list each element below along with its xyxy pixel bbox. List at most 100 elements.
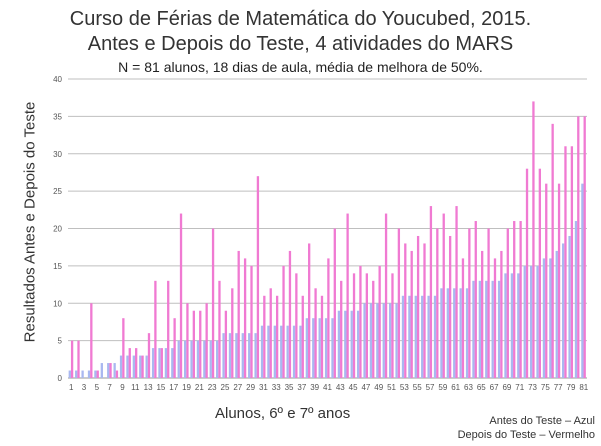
- bar-before-20: [190, 340, 193, 378]
- bar-after-62: [461, 258, 465, 378]
- bar-after-55: [416, 235, 420, 378]
- bar-after-40: [320, 295, 324, 378]
- bar-after-65: [481, 250, 484, 378]
- bar-before-49: [376, 303, 379, 378]
- x-tick-label: 1: [69, 383, 74, 392]
- bar-after-13: [147, 333, 151, 378]
- legend-after-test: Depois do Teste – Vermelho: [457, 429, 595, 441]
- bar-after-11: [135, 348, 138, 378]
- bar-before-12: [139, 355, 142, 378]
- x-tick-label: 71: [515, 383, 524, 392]
- bar-before-25: [222, 333, 225, 378]
- bar-before-44: [344, 310, 347, 378]
- bar-after-28: [243, 258, 247, 378]
- y-tick-label: 25: [53, 187, 62, 196]
- bar-after-52: [397, 228, 401, 378]
- bar-after-26: [231, 288, 234, 378]
- bar-after-41: [327, 258, 330, 378]
- bar-after-58: [436, 228, 439, 378]
- y-tick-label: 20: [53, 225, 62, 234]
- bar-before-23: [209, 340, 212, 378]
- bar-before-48: [369, 303, 373, 378]
- bar-before-78: [562, 243, 565, 378]
- bar-after-21: [199, 310, 202, 378]
- bar-after-44: [346, 213, 349, 378]
- x-tick-label: 25: [221, 383, 230, 392]
- bar-before-65: [478, 280, 482, 378]
- x-tick-label: 5: [95, 383, 100, 392]
- bar-before-2: [75, 370, 78, 378]
- y-axis-label: Resultados Antes e Depois do Teste: [21, 101, 39, 343]
- bar-before-42: [331, 318, 334, 378]
- bar-after-60: [448, 235, 452, 378]
- y-tick-label: 35: [53, 112, 62, 121]
- bar-before-27: [235, 333, 238, 378]
- bar-before-9: [119, 355, 123, 378]
- bar-before-7: [107, 363, 110, 378]
- bar-before-28: [241, 333, 244, 378]
- bar-before-67: [491, 280, 494, 378]
- bar-after-35: [288, 250, 292, 378]
- bar-after-64: [474, 221, 477, 378]
- bar-before-62: [459, 288, 462, 378]
- x-tick-label: 53: [400, 383, 409, 392]
- bar-before-33: [273, 325, 276, 378]
- bar-after-79: [570, 146, 574, 378]
- x-tick-label: 21: [195, 383, 204, 392]
- x-tick-label: 43: [336, 383, 345, 392]
- bar-after-14: [154, 280, 157, 378]
- x-tick-label: 33: [272, 383, 281, 392]
- bar-before-15: [158, 348, 161, 378]
- bar-after-63: [468, 228, 471, 378]
- bar-before-53: [401, 295, 405, 378]
- x-tick-label: 37: [297, 383, 306, 392]
- x-tick-label: 51: [387, 383, 396, 392]
- x-tick-label: 81: [579, 383, 588, 392]
- bar-after-47: [365, 273, 368, 378]
- bar-before-32: [267, 325, 270, 378]
- bar-after-25: [224, 310, 228, 378]
- bar-after-33: [275, 295, 279, 378]
- bar-before-52: [395, 303, 398, 378]
- x-axis-label: Alunos, 6º e 7º anos: [215, 405, 351, 422]
- bar-after-46: [359, 265, 362, 378]
- x-tick-label: 7: [107, 383, 112, 392]
- x-tick-label: 63: [464, 383, 473, 392]
- bar-after-57: [429, 206, 433, 378]
- bar-before-72: [523, 265, 526, 378]
- bar-before-70: [510, 273, 514, 378]
- y-tick-label: 10: [53, 299, 62, 308]
- bar-before-37: [299, 325, 302, 378]
- bar-before-55: [414, 295, 417, 378]
- bar-after-9: [122, 318, 125, 378]
- bar-after-48: [372, 280, 375, 378]
- bar-after-29: [250, 265, 253, 378]
- bar-before-30: [254, 333, 257, 378]
- bar-before-14: [151, 348, 155, 378]
- y-tick-label: 15: [53, 262, 62, 271]
- bar-after-50: [384, 213, 388, 378]
- x-tick-label: 55: [413, 383, 422, 392]
- bar-before-8: [113, 363, 116, 378]
- bar-after-56: [423, 243, 426, 378]
- y-tick-label: 30: [53, 150, 62, 159]
- x-tick-label: 39: [310, 383, 319, 392]
- bar-before-43: [337, 310, 341, 378]
- bar-after-51: [391, 273, 394, 378]
- bar-after-22: [205, 303, 208, 378]
- bar-after-10: [128, 348, 131, 378]
- bar-after-38: [308, 243, 311, 378]
- bar-after-18: [179, 213, 183, 378]
- x-tick-label: 73: [528, 383, 537, 392]
- bar-after-78: [564, 146, 567, 378]
- bar-before-51: [389, 303, 392, 378]
- x-tick-label: 31: [259, 383, 268, 392]
- x-tick-label: 27: [233, 383, 242, 392]
- bar-before-63: [465, 288, 469, 378]
- bar-after-1: [70, 340, 74, 378]
- bar-before-60: [446, 288, 449, 378]
- bar-after-19: [186, 303, 189, 378]
- bar-before-17: [171, 348, 174, 378]
- bar-before-79: [568, 235, 571, 378]
- bar-before-11: [132, 355, 136, 378]
